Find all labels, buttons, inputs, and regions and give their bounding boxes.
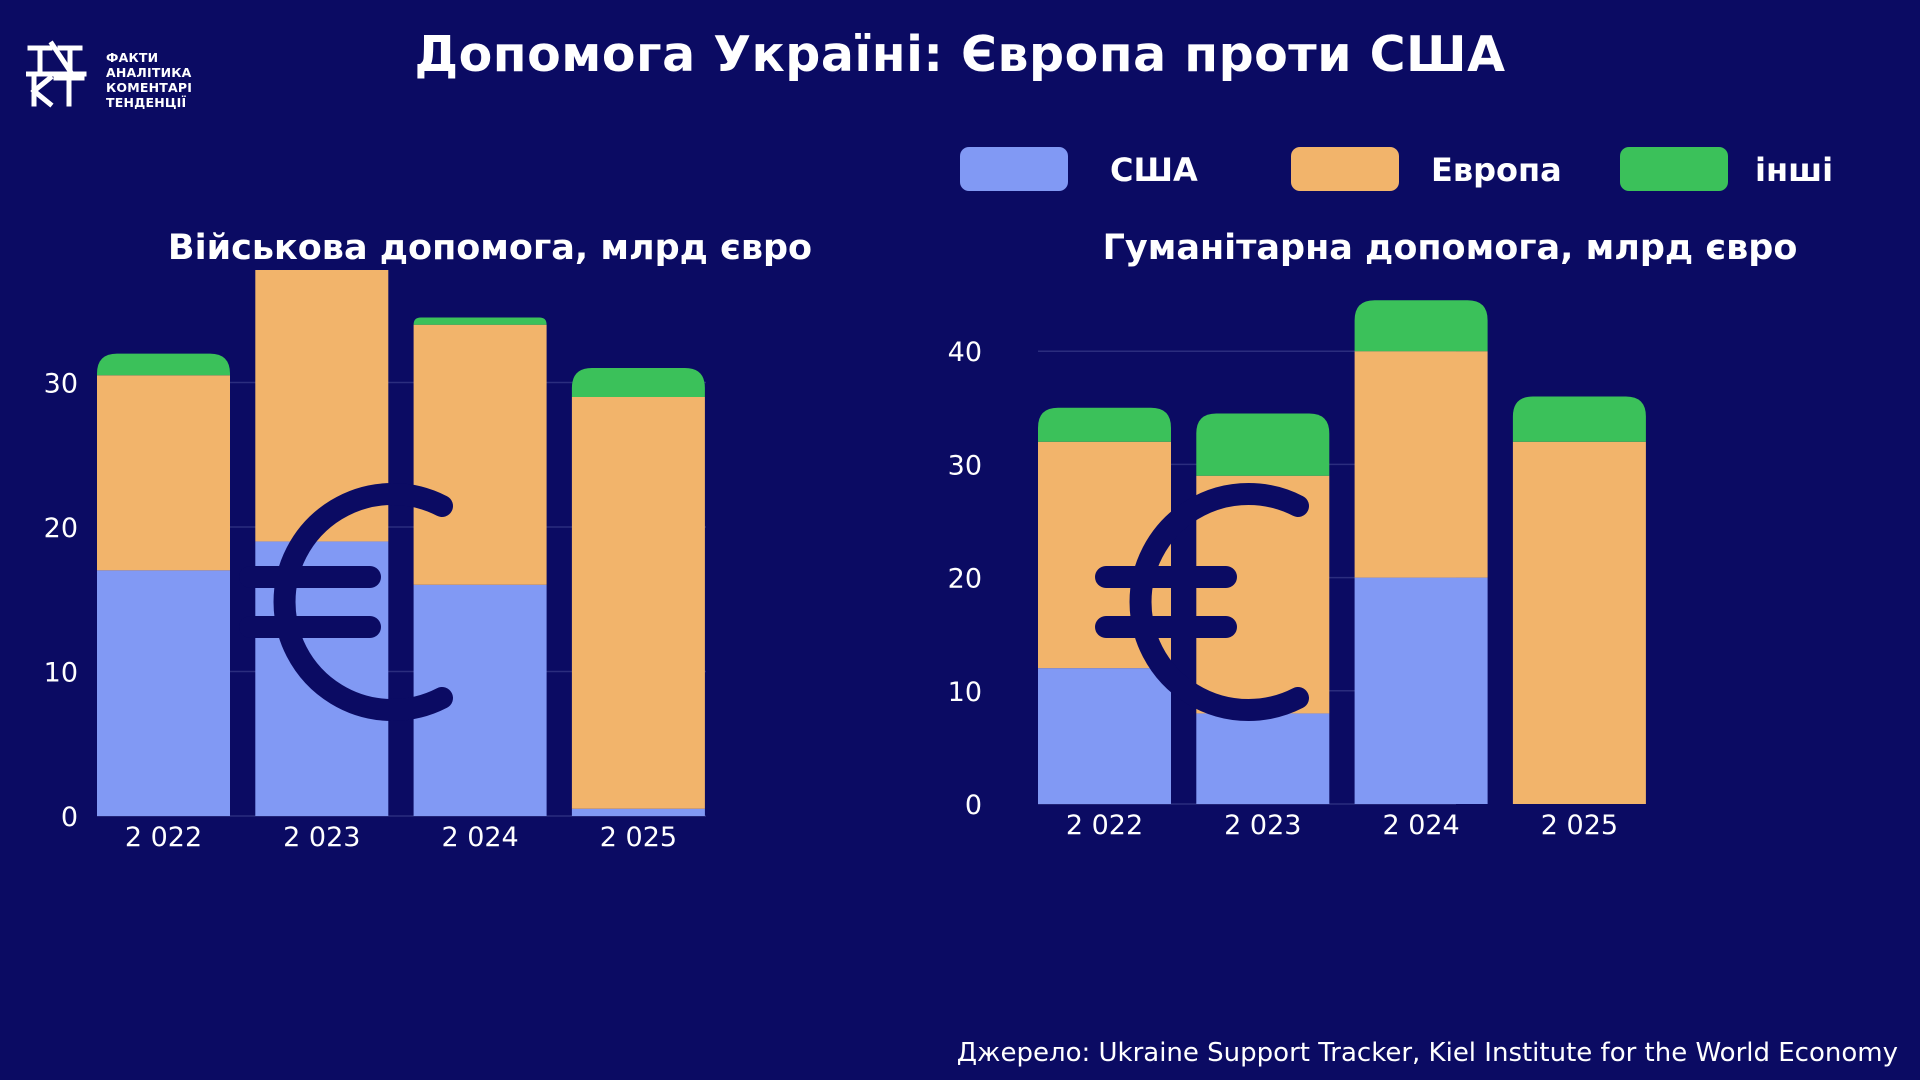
bar-segment-usa — [97, 570, 230, 816]
legend-swatch-others — [1620, 147, 1728, 191]
y-tick-label: 30 — [948, 450, 982, 481]
bar-segment-others — [97, 353, 230, 376]
logo-mark-icon — [26, 40, 87, 108]
euro-icon — [1095, 483, 1309, 721]
y-tick-label: 10 — [948, 677, 982, 708]
page-title: Допомога Україні: Європа проти США — [414, 26, 1506, 83]
bar-segment-usa — [571, 808, 705, 816]
x-tick-label: 2 022 — [125, 822, 202, 853]
bar-segment-others — [571, 368, 705, 397]
bar-segment-others — [1196, 413, 1330, 476]
x-tick-label: 2 023 — [283, 822, 360, 853]
y-tick-label: 20 — [948, 564, 982, 595]
logo-line: КОМЕНТАРІ — [106, 80, 193, 95]
bar-segment-europe — [97, 375, 230, 571]
x-tick-label: 2 025 — [1541, 810, 1618, 841]
bar-segment-europe — [413, 324, 547, 585]
chart-title-humanitarian: Гуманітарна допомога, млрд євро — [1102, 228, 1798, 268]
bar-stack — [1354, 300, 1488, 804]
logo-words: ФАКТИ АНАЛІТИКА КОМЕНТАРІ ТЕНДЕНЦІЇ — [106, 50, 192, 110]
bar-stack — [1038, 407, 1171, 804]
legend-swatch-europe — [1291, 147, 1399, 191]
y-tick-label: 20 — [44, 513, 78, 544]
y-tick-label: 10 — [44, 658, 78, 689]
legend-label-usa: США — [1110, 151, 1198, 189]
bar-segment-europe — [1196, 475, 1330, 714]
euro-icon — [239, 483, 453, 721]
y-tick-label: 40 — [948, 337, 982, 368]
bar-segment-usa — [1196, 713, 1330, 804]
x-tick-label: 2 025 — [600, 822, 677, 853]
legend: США Европа інші — [0, 145, 1920, 195]
bar-segment-others — [413, 317, 547, 325]
bar-segment-europe — [571, 396, 705, 809]
bar-segment-others — [1354, 300, 1488, 352]
legend-label-others: інші — [1755, 151, 1834, 189]
y-tick-label: 0 — [61, 802, 78, 833]
bar-stack — [1512, 396, 1646, 804]
logo-line: ТЕНДЕНЦІЇ — [106, 95, 187, 110]
x-tick-label: 2 024 — [1382, 810, 1459, 841]
logo: ФАКТИ АНАЛІТИКА КОМЕНТАРІ ТЕНДЕНЦІЇ — [26, 40, 196, 110]
bar-segment-usa — [1354, 577, 1488, 804]
bar-segment-europe — [1354, 351, 1488, 578]
legend-swatch-usa — [960, 147, 1068, 191]
bar-stack — [571, 368, 705, 816]
bar-segment-europe — [1512, 441, 1646, 804]
source-note: Джерело: Ukraine Support Tracker, Kiel I… — [956, 1038, 1898, 1068]
x-tick-label: 2 022 — [1066, 810, 1143, 841]
x-tick-label: 2 024 — [441, 822, 518, 853]
y-tick-label: 30 — [44, 369, 78, 400]
legend-label-europe: Европа — [1431, 151, 1562, 189]
bar-stack — [97, 353, 230, 816]
bar-segment-others — [1512, 396, 1646, 442]
bar-segment-others — [1038, 407, 1171, 442]
bar-stack — [1196, 413, 1330, 804]
bar-segment-usa — [1038, 668, 1171, 804]
logo-line: АНАЛІТИКА — [106, 65, 192, 80]
x-tick-label: 2 023 — [1224, 810, 1301, 841]
bar-stack — [413, 317, 547, 816]
chart-title-military: Військова допомога, млрд євро — [167, 228, 813, 268]
bar-stack — [255, 270, 389, 816]
y-tick-label: 0 — [965, 790, 982, 821]
logo-line: ФАКТИ — [106, 50, 159, 65]
